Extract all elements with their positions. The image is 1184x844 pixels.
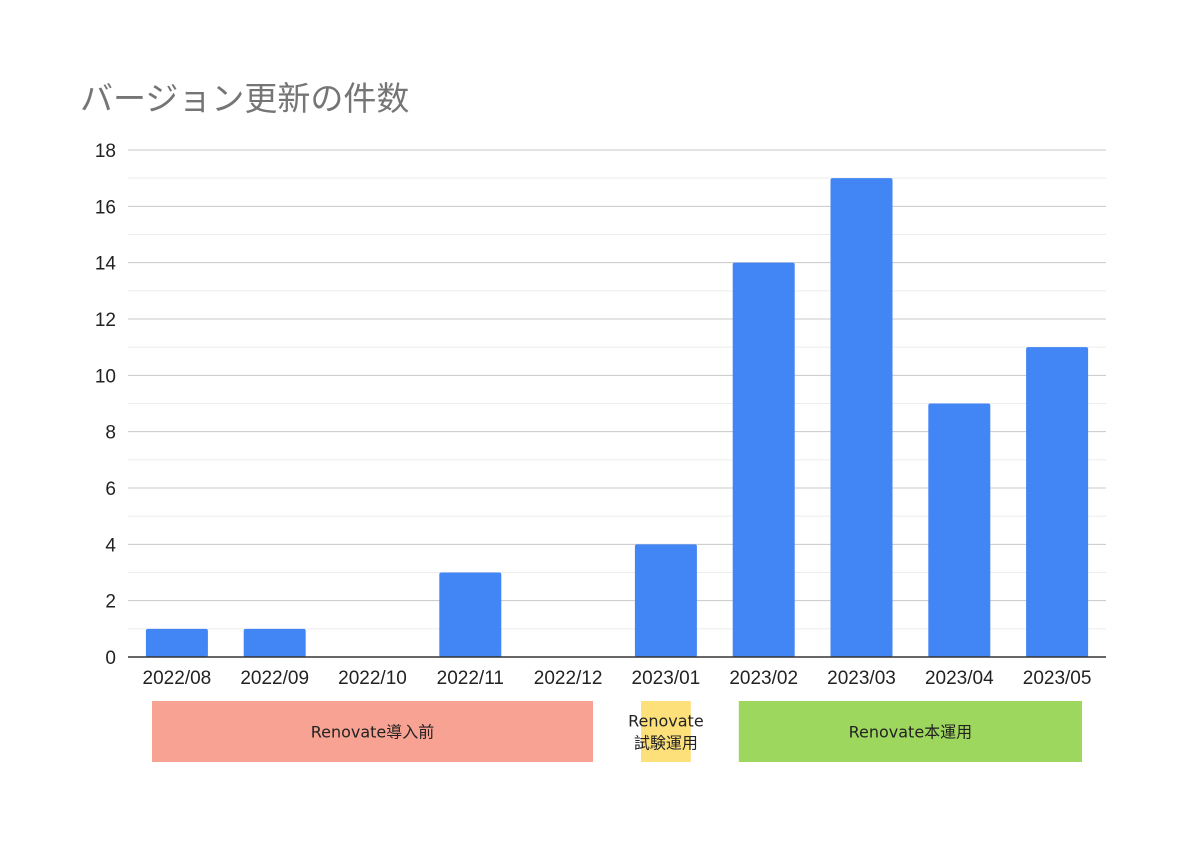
- bar-2023-02: [732, 262, 795, 657]
- x-tick-label: 2022/11: [437, 668, 504, 689]
- x-axis-ticks: 2022/08 2022/09 2022/10 2022/11 2022/12 2023/…: [143, 668, 1092, 689]
- bar-2023-04: [928, 403, 991, 657]
- y-tick-label: 18: [95, 141, 116, 162]
- phase-band: Renovate 試験運用: [628, 701, 704, 762]
- phase-band-label: Renovate導入前: [311, 723, 435, 742]
- x-tick-label: 2023/04: [925, 668, 994, 689]
- y-tick-label: 2: [105, 592, 116, 613]
- y-tick-label: 6: [105, 479, 116, 500]
- phase-band-label: Renovate: [628, 712, 704, 731]
- x-tick-label: 2022/10: [338, 668, 407, 689]
- bar-2023-05: [1026, 347, 1089, 657]
- y-tick-label: 0: [105, 648, 116, 669]
- y-tick-label: 8: [105, 423, 116, 444]
- phase-band-box: [738, 701, 1082, 762]
- x-tick-label: 2022/09: [240, 668, 309, 689]
- x-tick-label: 2023/02: [729, 668, 798, 689]
- phase-band-label: 試験運用: [634, 734, 698, 753]
- x-tick-label: 2022/12: [534, 668, 603, 689]
- phase-band: Renovate本運用: [738, 701, 1082, 762]
- bar-2023-01: [634, 544, 697, 657]
- phase-band-box: [152, 701, 593, 762]
- bar-2022-08: [145, 628, 208, 657]
- chart-title: バージョン更新の件数: [80, 79, 409, 118]
- x-tick-label: 2023/01: [632, 668, 701, 689]
- bar-2022-11: [439, 572, 502, 657]
- phase-band-label: Renovate本運用: [849, 723, 973, 742]
- phase-band: Renovate導入前: [152, 701, 593, 762]
- y-tick-label: 16: [95, 197, 116, 218]
- x-tick-label: 2023/05: [1023, 668, 1092, 689]
- bar-2022-09: [243, 628, 306, 657]
- bar-2023-03: [830, 178, 893, 657]
- x-tick-label: 2023/03: [827, 668, 896, 689]
- phase-band-box: [641, 701, 691, 762]
- x-tick-label: 2022/08: [143, 668, 212, 689]
- y-tick-label: 14: [95, 254, 117, 275]
- bars: [145, 178, 1089, 657]
- phase-bands: Renovate導入前 Renovate 試験運用 Renovate本運用: [152, 701, 1082, 762]
- y-tick-label: 4: [105, 535, 116, 556]
- y-tick-label: 12: [95, 310, 116, 331]
- y-tick-label: 10: [95, 366, 116, 387]
- y-axis-ticks: 0 2 4 6 8 10 12 14 16 18: [95, 141, 117, 669]
